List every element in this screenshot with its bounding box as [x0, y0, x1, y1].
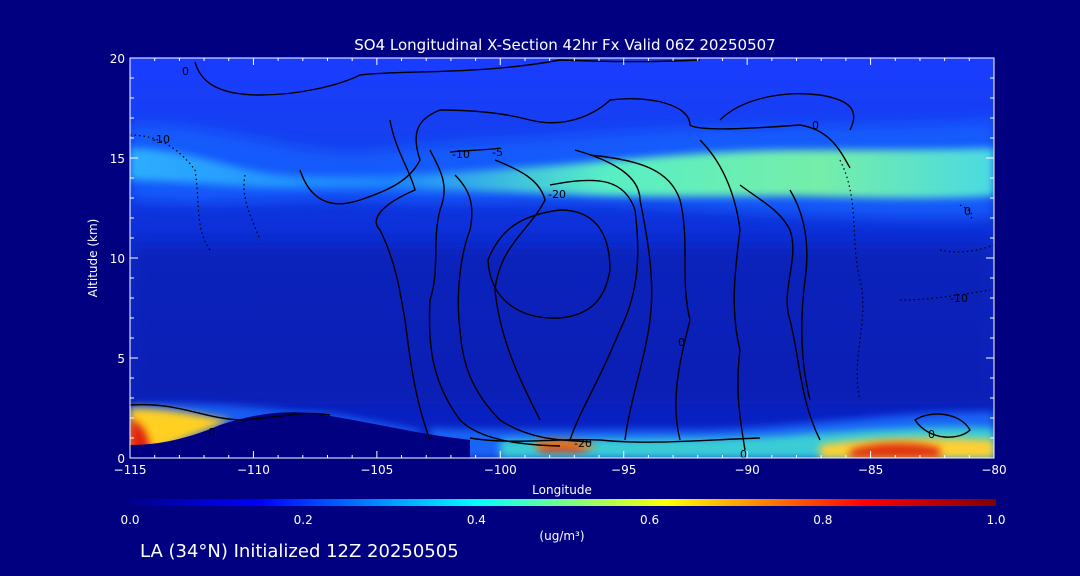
x-tick-label: −90: [734, 463, 759, 477]
y-axis: 0 5 10 15 20: [110, 52, 994, 466]
colorbar-tick-label: 0.6: [640, 513, 659, 527]
x-tick-label: −115: [114, 463, 147, 477]
contour-label: -10: [452, 148, 470, 161]
y-tick-label: 15: [110, 152, 125, 166]
contour-label: 0: [208, 426, 215, 439]
colorbar-tick-label: 0.8: [813, 513, 832, 527]
contour-label: 0: [928, 428, 935, 441]
y-tick-label: 0: [117, 452, 125, 466]
x-tick-label: −95: [611, 463, 636, 477]
contour-label: -20: [574, 437, 592, 450]
colorbar-tick-label: 0.2: [294, 513, 313, 527]
contour-label: -10: [950, 292, 968, 305]
contour-label: 0: [678, 336, 685, 349]
contour-label: 0: [964, 205, 971, 218]
chart-title: SO4 Longitudinal X-Section 42hr Fx Valid…: [354, 36, 775, 54]
x-axis: −115 −110 −105 −100 −95 −90 −85 −80: [114, 58, 1007, 477]
y-axis-label: Altitude (km): [86, 219, 100, 298]
x-tick-label: −110: [237, 463, 270, 477]
contour-label: -10: [152, 133, 170, 146]
x-axis-label: Longitude: [532, 483, 592, 497]
x-tick-label: −80: [981, 463, 1006, 477]
y-tick-label: 20: [110, 52, 125, 66]
contour-label: 0: [812, 119, 819, 132]
contour-label: -5: [492, 146, 503, 159]
colorbar-tick-label: 1.0: [986, 513, 1005, 527]
heatmap-field: 0 -10 -10 -5 -20 -20 0 0 -10 0 0 0 0: [130, 58, 994, 461]
x-tick-label: −85: [858, 463, 883, 477]
contour-label: 0: [740, 448, 747, 461]
y-tick-label: 5: [117, 352, 125, 366]
y-tick-label: 10: [110, 252, 125, 266]
x-tick-label: −100: [484, 463, 517, 477]
colorbar-tick-label: 0.0: [120, 513, 139, 527]
colorbar-ticks: 0.0 0.2 0.4 0.6 0.8 1.0: [120, 513, 1005, 527]
colorbar-tick-label: 0.4: [467, 513, 486, 527]
x-tick-label: −105: [360, 463, 393, 477]
footer-caption: LA (34°N) Initialized 12Z 20250505: [140, 541, 459, 562]
colorbar: [130, 499, 996, 506]
contour-label: 0: [182, 65, 189, 78]
colorbar-label: (ug/m³): [539, 529, 584, 543]
contour-label: -20: [548, 188, 566, 201]
